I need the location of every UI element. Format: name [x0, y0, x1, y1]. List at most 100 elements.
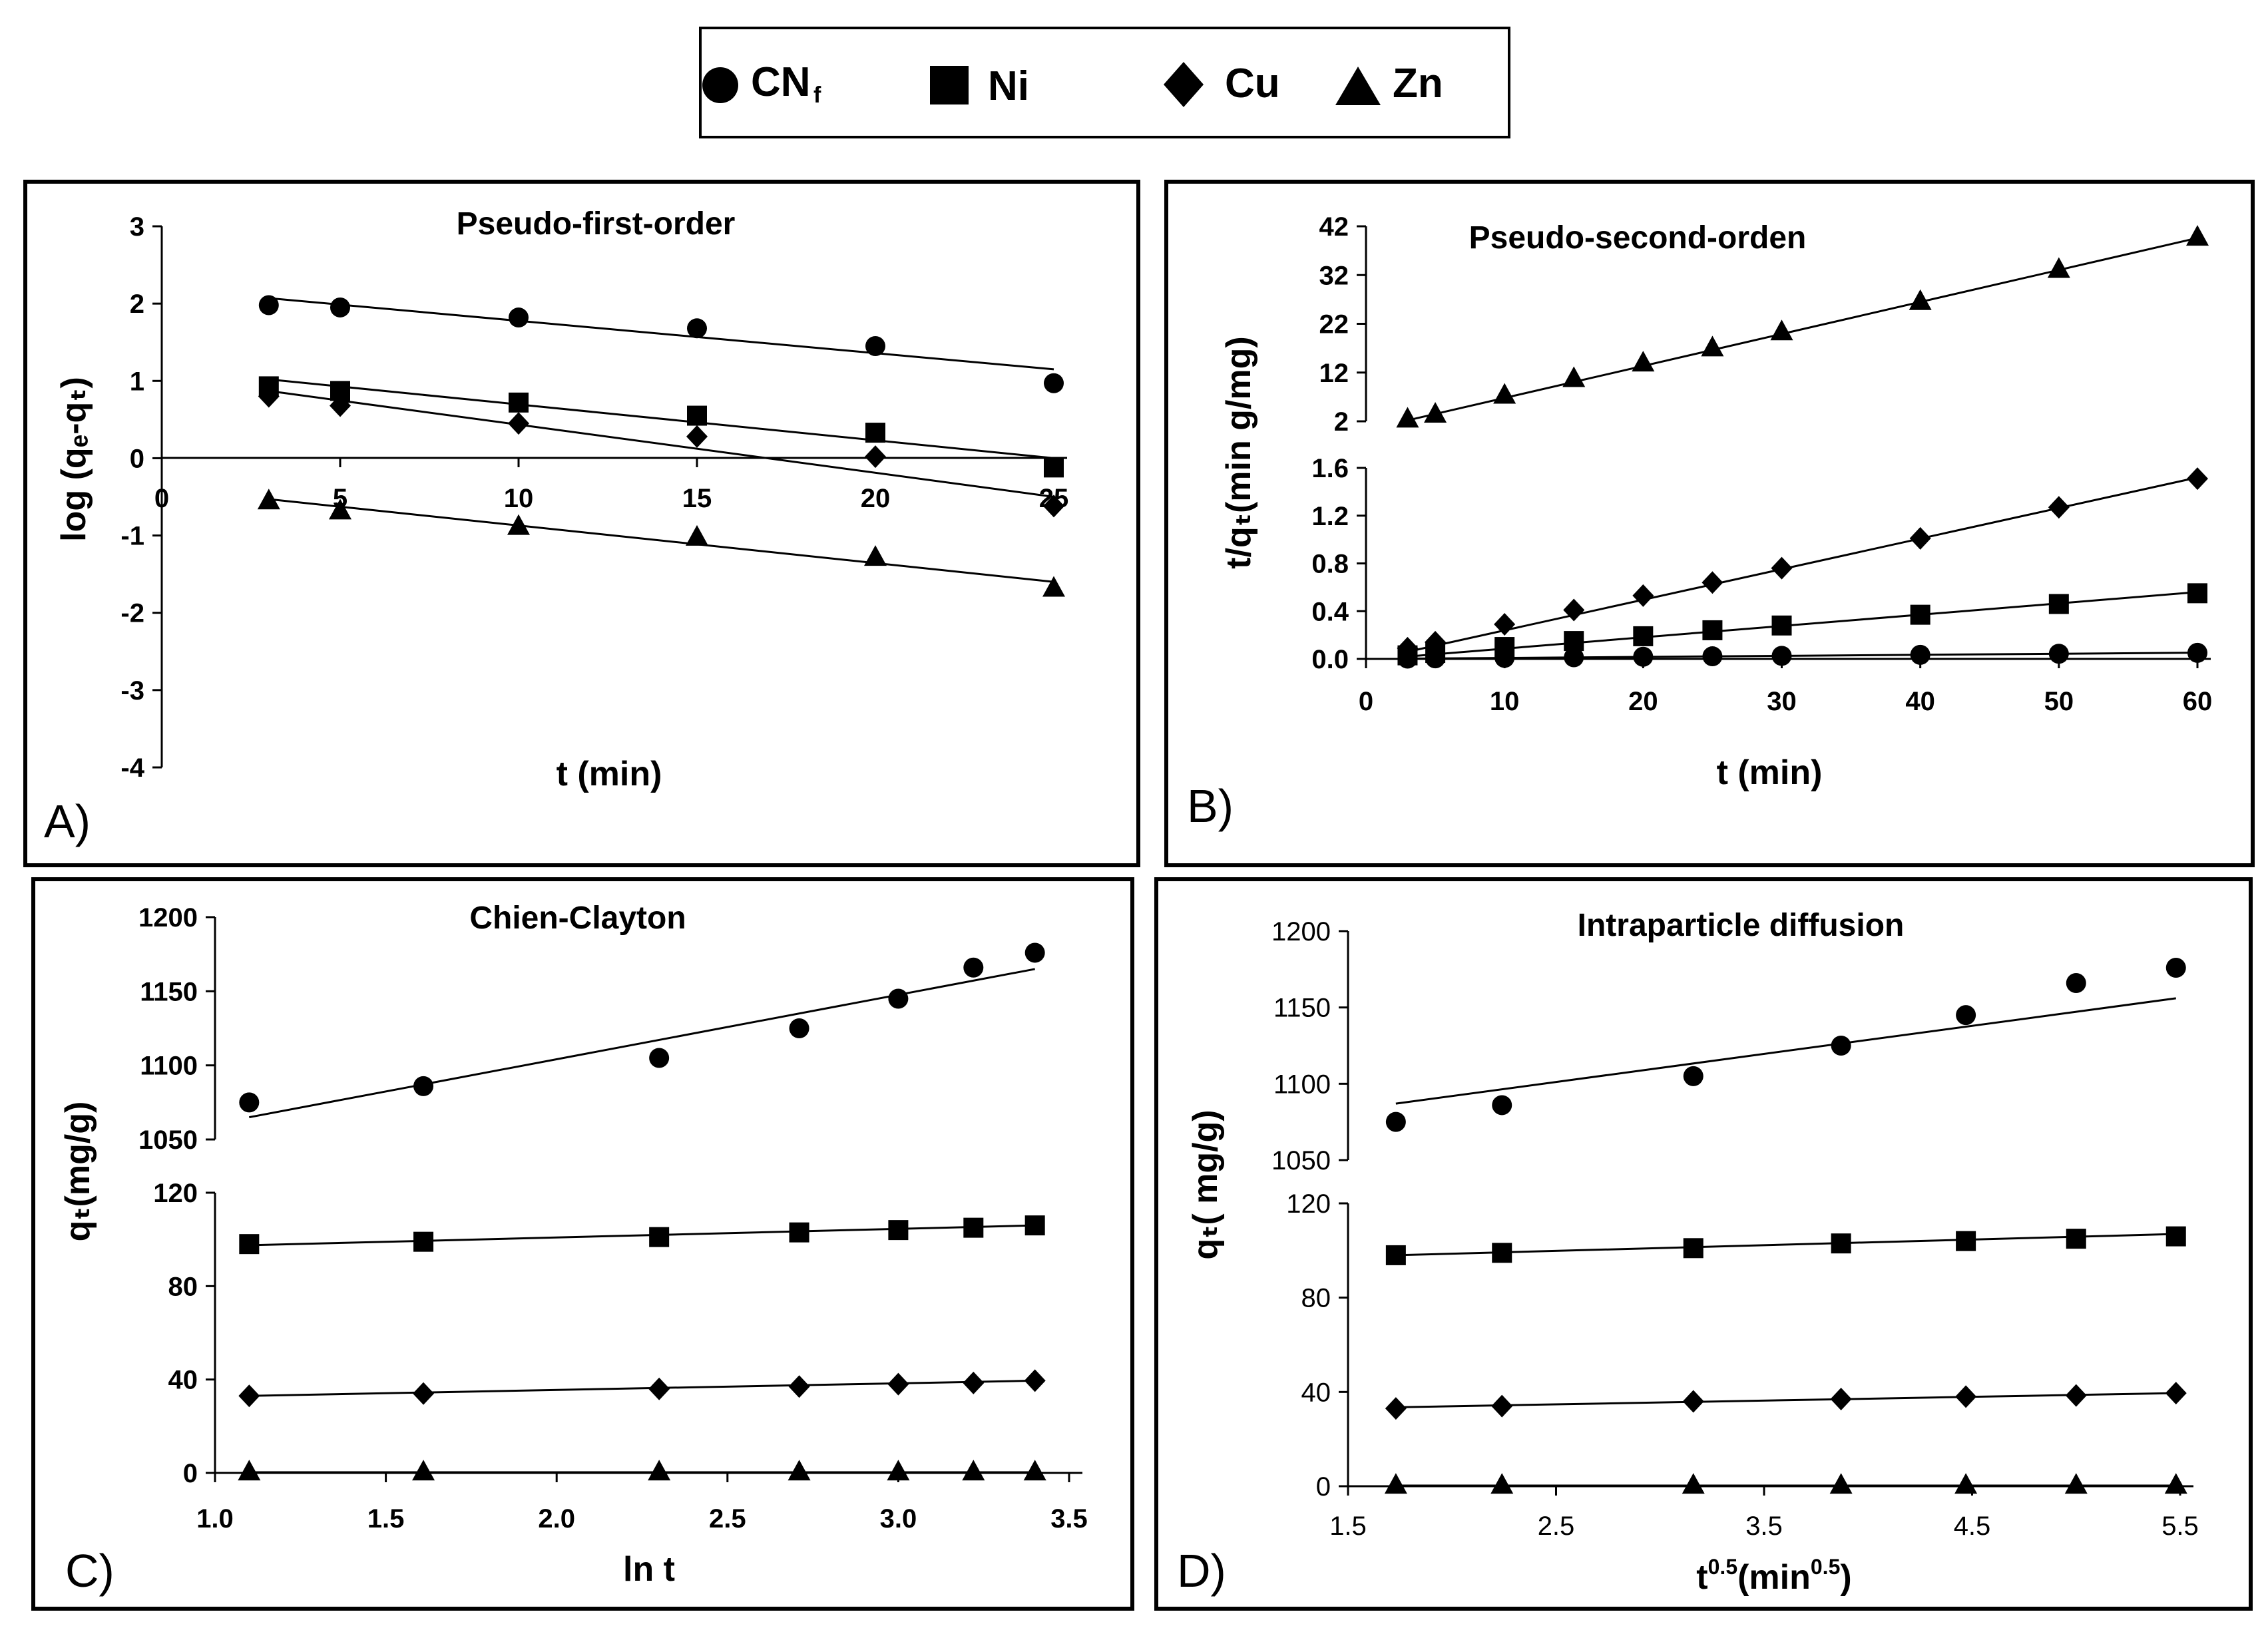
panel-a-point-zn: [864, 545, 887, 566]
panel-c-lower-fit-line-ni: [249, 1224, 1035, 1247]
panel-d-lower-point-cu: [1955, 1385, 1977, 1408]
panel-d-upper-point-cn-f: [2165, 958, 2186, 978]
panel-b-x-tick-label: 50: [2044, 687, 2074, 716]
panel-c-lower-y-tick-label: 0: [183, 1459, 198, 1488]
panel-a-point-zn: [257, 489, 280, 510]
panel-b-lower-point-cu: [1563, 598, 1585, 622]
legend-item-ni: Ni: [930, 63, 1029, 109]
legend-square-marker: [930, 66, 969, 104]
panel-b-lower-point-cn-f: [1702, 646, 1723, 667]
panel-b-upper-y-tick-label: 12: [1319, 359, 1349, 388]
panel-b-lower-fit-line-cu: [1407, 476, 2198, 653]
panel-d-lower-point-zn: [2064, 1473, 2088, 1494]
panel-c-title: Chien-Clayton: [469, 901, 686, 936]
panel-c-x-tick-label: 2.0: [538, 1504, 575, 1533]
panel-a-letter: A): [44, 795, 91, 847]
panel-b-upper-point-zn: [2186, 225, 2209, 246]
legend-item-zn: Zn: [1335, 61, 1443, 106]
panel-a-y-tick-label: 1: [130, 367, 144, 396]
panel-a-point-ni: [509, 392, 529, 413]
panel-d-upper-point-cn-f: [1683, 1066, 1703, 1086]
panel-b-upper-point-zn: [1493, 383, 1516, 404]
panel-b-lower-fit-line-ni: [1407, 591, 2198, 658]
panel-b-upper-point-zn: [1701, 335, 1724, 357]
panel-b-lower-y-tick-label: 0.4: [1311, 597, 1349, 626]
panel-d-title: Intraparticle diffusion: [1578, 908, 1905, 943]
panel-c-lower-y-tick-label: 120: [153, 1179, 198, 1208]
panel-d-lower-y-tick-label: 0: [1316, 1472, 1331, 1502]
panel-a-fit-line-ni: [268, 378, 1054, 459]
panel-d-xlabel-unit: (min: [1737, 1558, 1811, 1597]
panel-a-y-tick-label: -1: [120, 522, 144, 551]
panel-d-upper-y-tick-label: 1100: [1273, 1070, 1331, 1099]
panel-b-upper-point-zn: [1424, 402, 1447, 423]
panel-b-lower-point-cu: [2187, 467, 2208, 491]
panel-c-upper-point-cn-f: [413, 1076, 434, 1096]
panel-a-point-cu: [1043, 495, 1064, 518]
panel-d-upper-point-cn-f: [1956, 1005, 1976, 1026]
panel-d-lower-fit-line-ni: [1395, 1233, 2176, 1257]
panel-b-lower-point-cu: [1701, 571, 1723, 594]
panel-d-lower-point-cu: [1491, 1394, 1513, 1418]
panel-a-x-tick-label: 20: [861, 484, 891, 513]
panel-d-lower-point-zn: [1682, 1473, 1705, 1494]
panel-c-lower-point-ni: [888, 1220, 909, 1241]
panel-d-x-tick-label: 5.5: [2161, 1512, 2199, 1541]
panel-a-xlabel: t (min): [557, 755, 662, 793]
panel-a-x-tick-label: 0: [154, 484, 169, 513]
panel-a-point-cu: [258, 385, 280, 408]
panel-b-title: Pseudo-second-orden: [1469, 220, 1807, 256]
panel-a-y-tick-label: 0: [130, 444, 144, 473]
panel-d-xlabel: t0.5(min0.5): [1696, 1555, 1851, 1597]
panel-a-frame: [23, 180, 1140, 867]
panel-d-lower-y-tick-label: 80: [1301, 1284, 1331, 1313]
panel-b-upper-y-tick-label: 22: [1319, 310, 1349, 339]
panel-b-lower-point-ni: [1910, 604, 1930, 625]
panel-c-lower-point-cu: [238, 1384, 260, 1408]
panel-d-plot: 1200 1150 1100 1050 120 80 40 0 1.5 2.5 3.5 4.5 5.5: [1271, 917, 2199, 1541]
panel-c-lower-point-zn: [648, 1460, 671, 1481]
panel-a-fit-line-cu: [268, 389, 1054, 498]
panel-d-x-tick-label: 3.5: [1745, 1512, 1783, 1541]
panel-b-upper-fit-line-zn: [1407, 237, 2198, 421]
panel-d-frame: [1154, 877, 2253, 1611]
panel-a-point-zn: [686, 524, 708, 546]
panel-d-x-tick-label: 2.5: [1538, 1512, 1575, 1541]
panel-c-frame: [31, 877, 1134, 1611]
panel-a-ylabel: log (qₑ-qₜ): [55, 377, 93, 542]
legend-circle-marker: [702, 67, 738, 103]
panel-a-y-tick-label: -2: [120, 599, 144, 628]
panel-b-upper-point-zn: [2047, 257, 2070, 278]
panel-b-lower-point-cu: [1494, 612, 1516, 636]
panel-d-ylabel: qₜ( mg/g): [1186, 1110, 1225, 1259]
panel-d-xlabel-base: t: [1696, 1558, 1707, 1597]
panel-a-x-tick-label: 25: [1039, 484, 1069, 513]
panel-c-lower-point-zn: [412, 1460, 435, 1481]
panel-b-upper-y-tick-label: 2: [1334, 407, 1349, 437]
panel-b-lower-point-cu: [1771, 556, 1793, 580]
panel-a-point-cn-f: [1044, 373, 1064, 393]
panel-b-plot: 42 32 22 12 2 1.6 1.2 0.8 0.4 0.0 0 10 20 30 40 50 60: [1311, 212, 2212, 716]
panel-c-plot: 1200 1150 1100 1050 120 80 40 0 1.0 1.5 2.0 2.5 3.0 3…: [138, 903, 1088, 1533]
panel-c-lower-point-zn: [887, 1460, 910, 1481]
panel-c-upper-point-cn-f: [649, 1048, 670, 1068]
panel-d-x-tick-label: 1.5: [1329, 1512, 1367, 1541]
panel-c-lower-point-cu: [413, 1382, 435, 1405]
panel-c-lower-fit-line-cu: [249, 1379, 1035, 1397]
panel-b-lower-fit-line-cn-f: [1407, 652, 2198, 660]
panel-a-point-zn: [1042, 576, 1065, 597]
panel-c-upper-point-cn-f: [789, 1018, 809, 1038]
panel-a-point-cn-f: [687, 318, 707, 339]
panel-c-letter: C): [65, 1545, 114, 1597]
panel-c-lower-point-ni: [789, 1222, 809, 1243]
panel-c-lower-point-cu: [648, 1377, 670, 1400]
panel-b-lower-point-ni: [1633, 626, 1654, 646]
panel-b-x-tick-label: 0: [1359, 687, 1373, 716]
panel-c-lower-y-tick-label: 80: [168, 1272, 198, 1301]
panel-d-lower-fit-line-cu: [1395, 1392, 2176, 1408]
panel-a-point-zn: [507, 514, 530, 535]
panel-b-ylabel: t/qₜ(min g/mg): [1220, 336, 1258, 568]
panel-d-upper-point-cn-f: [1831, 1036, 1851, 1056]
panel-a-y-tick-label: -4: [120, 753, 144, 783]
